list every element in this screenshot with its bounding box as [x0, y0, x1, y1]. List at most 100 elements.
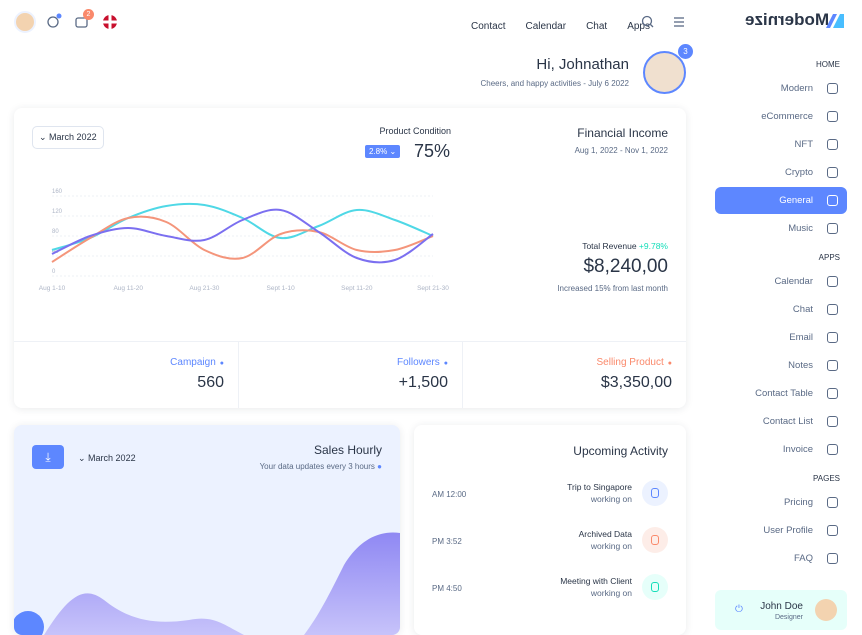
activity-time: AM 12:00: [432, 490, 467, 499]
stat-value: +1,500: [398, 374, 448, 391]
sidebar-icon: [827, 497, 838, 508]
y-tick-label: 80: [52, 229, 59, 235]
sidebar-item[interactable]: Crypto: [715, 159, 847, 186]
stat-label: Campaign: [170, 357, 216, 368]
financial-card: ⌄ March 2022 Product Condition 2.8% ⌄ 75…: [14, 108, 686, 408]
download-button[interactable]: ⤓: [32, 445, 64, 469]
revenue-value: $8,240,00: [583, 256, 668, 277]
sales-period[interactable]: ⌄ March 2022: [78, 453, 136, 463]
greeting-subtitle: Cheers, and happy activities - July 6 20…: [480, 79, 629, 88]
notification-badge: 2: [83, 9, 94, 20]
activity-status: working on: [590, 588, 632, 598]
sidebar-icon: [827, 195, 838, 206]
sidebar-icon: [827, 304, 838, 315]
sidebar-item-label: NFT: [794, 139, 813, 150]
stat-dot: ●: [667, 360, 672, 367]
greeting-title: Hi, Johnathan: [536, 56, 629, 73]
revenue-note: Increased 15% from last month: [557, 284, 668, 293]
sidebar-item[interactable]: FAQ: [715, 545, 847, 572]
activity-status: working on: [590, 541, 632, 551]
sidebar-item-label: Music: [788, 223, 813, 234]
activity-title: Trip to Singapore: [567, 482, 632, 492]
logo[interactable]: Modernize: [745, 10, 830, 29]
activity-icon-mark: [651, 582, 659, 592]
sidebar-item[interactable]: Notes: [715, 352, 847, 379]
user-box: ⏻ John Doe Designer: [715, 590, 847, 630]
revenue-label: Total Revenue: [582, 241, 637, 251]
nav-link[interactable]: Contact: [471, 21, 506, 32]
header-avatar[interactable]: [14, 11, 36, 33]
nav-link[interactable]: Apps: [627, 21, 650, 32]
sidebar-item-label: Modern: [780, 83, 813, 94]
x-tick-label: Aug 1-10: [39, 285, 66, 292]
sidebar-item[interactable]: Chat: [715, 296, 847, 323]
activity-title: Meeting with Client: [560, 576, 632, 586]
product-condition-label: Product Condition: [379, 126, 451, 136]
period-dropdown[interactable]: ⌄ March 2022: [32, 126, 104, 149]
condition-change-text: 2.8%: [369, 147, 388, 156]
sidebar-item-label: Invoice: [782, 444, 813, 455]
avatar-badge: 3: [678, 44, 693, 59]
x-tick-label: Aug 21-30: [189, 285, 219, 292]
x-tick-label: Sept 1-10: [267, 285, 296, 292]
sidebar-icon: [827, 525, 838, 536]
sidebar-item-label: User Profile: [763, 525, 813, 536]
activity-status: working on: [590, 494, 632, 504]
stat-dot: ●: [219, 360, 224, 367]
sidebar-item[interactable]: User Profile: [715, 517, 847, 544]
sidebar-section-title: HOME: [816, 60, 840, 69]
stat-dot: ●: [443, 360, 448, 367]
sidebar-item[interactable]: eCommerce: [715, 103, 847, 130]
sidebar-item[interactable]: Contact List: [715, 408, 847, 435]
revenue-change: +9.78%: [638, 241, 668, 251]
sidebar-icon: [827, 83, 838, 94]
sales-area: [14, 532, 400, 635]
sidebar-item-label: FAQ: [793, 553, 813, 564]
nav-link[interactable]: Chat: [586, 21, 608, 32]
sales-title: Sales Hourly: [313, 443, 382, 457]
income-title: Financial Income: [577, 126, 668, 140]
sidebar-item-label: Chat: [792, 304, 813, 315]
condition-change: 2.8% ⌄: [365, 145, 401, 158]
sidebar-icon: [827, 223, 838, 234]
activity-title: Upcoming Activity: [573, 444, 668, 458]
stat-label: Followers: [396, 357, 440, 368]
greeting-avatar[interactable]: [643, 51, 686, 94]
sidebar-icon: [827, 167, 838, 178]
x-tick-label: Aug 11-20: [113, 285, 143, 292]
sidebar-item[interactable]: Pricing: [715, 489, 847, 516]
y-tick-label: 120: [52, 209, 63, 215]
sidebar-item-label: Email: [789, 332, 813, 343]
sidebar-icon: [827, 111, 838, 122]
sidebar-item[interactable]: Email: [715, 324, 847, 351]
series-line: [51, 208, 434, 264]
user-name: John Doe: [760, 601, 803, 612]
sidebar-icon: [827, 388, 838, 399]
stat-value: $3,350,00: [600, 374, 672, 391]
series-line: [51, 215, 434, 263]
revenue-label-row: Total Revenue +9.78%: [582, 241, 668, 251]
sidebar-item[interactable]: NFT: [715, 131, 847, 158]
x-tick-label: Sept 21-30: [417, 285, 449, 292]
sidebar-item-label: Contact List: [762, 416, 813, 427]
sidebar-item[interactable]: General: [715, 187, 847, 214]
x-tick-label: Sept 11-20: [341, 285, 373, 292]
sidebar-item[interactable]: Calendar: [715, 268, 847, 295]
sidebar-item[interactable]: Music: [715, 215, 847, 242]
logout-icon[interactable]: ⏻: [735, 604, 743, 615]
header-tools[interactable]: [640, 14, 690, 30]
sidebar-item[interactable]: Invoice: [715, 436, 847, 463]
sidebar-item-label: Contact Table: [755, 388, 813, 399]
sidebar-item[interactable]: Modern: [715, 75, 847, 102]
activity-title: Archived Data: [578, 529, 632, 539]
stat-label-row: Campaign ●: [170, 357, 224, 368]
sidebar-icon: [827, 360, 838, 371]
user-avatar: [815, 599, 837, 621]
activity-icon: [642, 527, 668, 553]
stat-label-row: Followers ●: [397, 357, 448, 368]
sidebar-item[interactable]: Contact Table: [715, 380, 847, 407]
sales-period-label: March 2022: [88, 453, 136, 463]
nav-link[interactable]: Calendar: [525, 21, 567, 32]
